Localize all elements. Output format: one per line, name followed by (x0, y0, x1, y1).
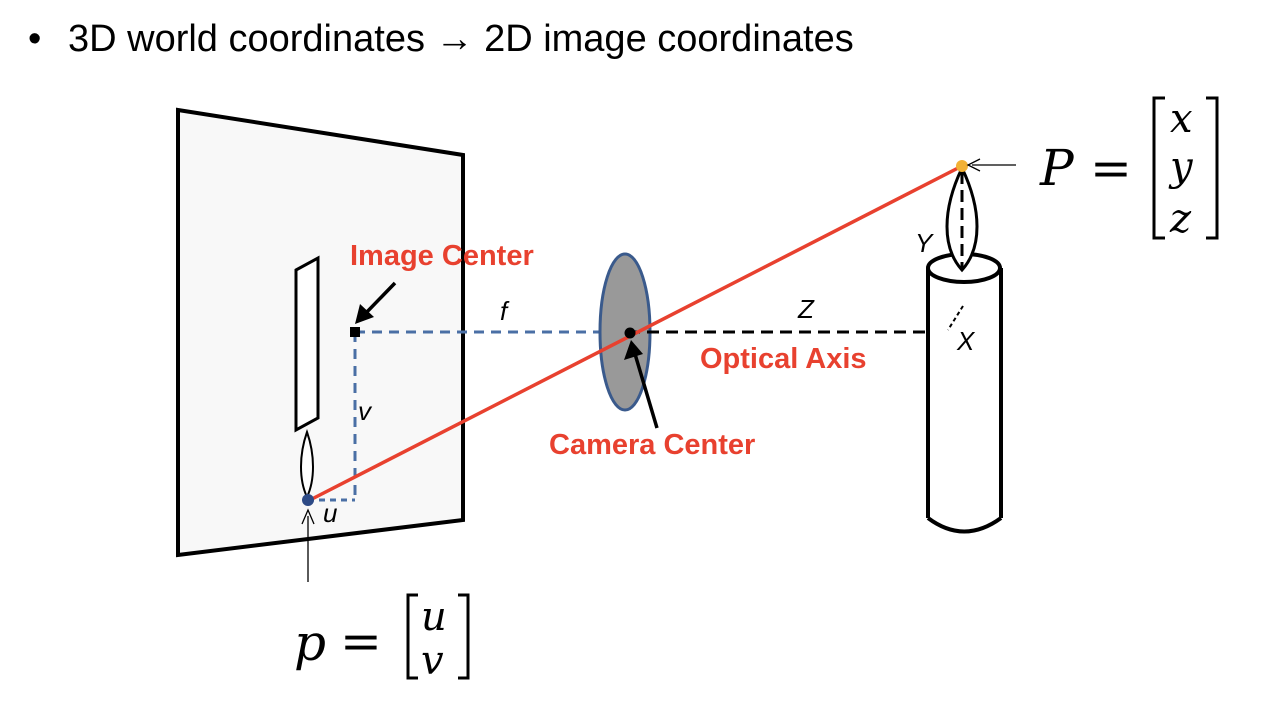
eq-p-entry-v: v (421, 638, 444, 684)
eq-P-entry-z: z (1169, 196, 1192, 242)
eq-p-lhs: p (294, 614, 326, 672)
x-axis-dashed (947, 305, 964, 331)
image-center-marker (350, 327, 360, 337)
axis-x-label: X (956, 326, 976, 356)
axis-y-label: Y (915, 228, 934, 258)
image-plane (176, 107, 465, 558)
depth-label: Z (797, 294, 815, 324)
eq-p-right-bracket (458, 593, 470, 680)
world-point-P (956, 160, 968, 172)
eq-P-entry-y: y (1168, 144, 1194, 190)
image-point-p (302, 494, 314, 506)
arrow-image-center (355, 281, 397, 324)
arrow-image-point (301, 508, 315, 582)
arrow-world-point (966, 158, 1016, 172)
eq-p-equals: = (340, 612, 382, 670)
optical-axis-label: Optical Axis (700, 343, 867, 375)
image-point-equation: p = u v (294, 593, 470, 684)
eq-p-entry-u: u (421, 594, 447, 640)
focal-length-label: f (500, 296, 510, 326)
bullet-marker: • (28, 18, 42, 60)
eq-P-left-bracket (1152, 96, 1165, 240)
image-center-label: Image Center (350, 240, 534, 272)
world-point-equation: P = x y z (1039, 96, 1219, 242)
image-candle-body (294, 255, 320, 433)
heading-text: 3D world coordinates → 2D image coordina… (68, 18, 854, 60)
eq-P-lhs: P (1039, 139, 1075, 197)
candle-bottom-edge (926, 516, 1003, 534)
coord-u-label: u (323, 498, 337, 528)
arrow-camera-center (624, 340, 659, 429)
eq-P-equals: = (1090, 139, 1132, 197)
projection-ray (309, 164, 963, 502)
camera-center-label: Camera Center (549, 429, 755, 461)
coord-v-label: v (358, 396, 373, 426)
camera-center-marker (624, 327, 636, 339)
candle-body (928, 268, 1001, 518)
eq-P-entry-x: x (1170, 96, 1193, 142)
heading: • 3D world coordinates → 2D image coordin… (28, 18, 854, 61)
eq-p-left-bracket (406, 593, 418, 680)
eq-P-right-bracket (1206, 96, 1219, 240)
